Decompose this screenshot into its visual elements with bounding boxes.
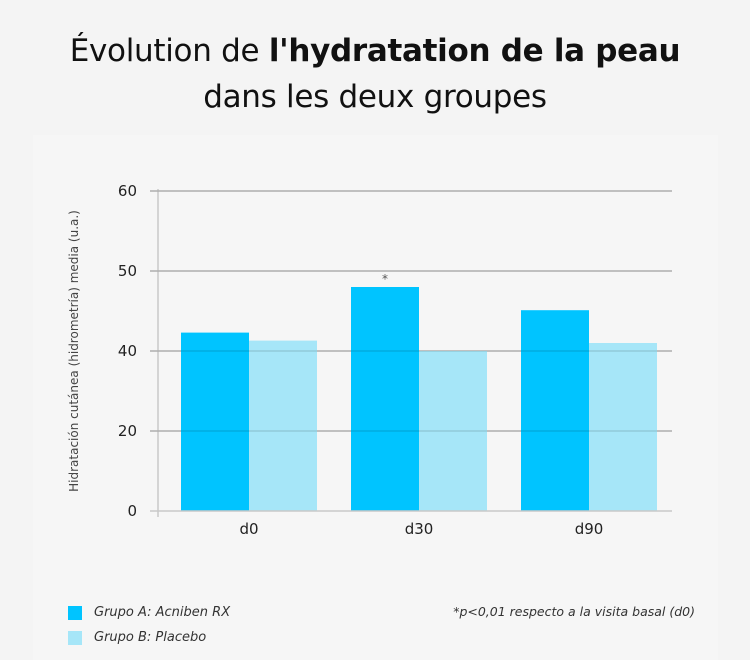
y-tick-label: 0 (127, 502, 137, 520)
legend-label-group-b: Grupo B: Placebo (94, 630, 207, 645)
bar-group-b-d0 (249, 340, 317, 511)
y-tick-label: 60 (118, 182, 137, 200)
title-part-bold: l'hydratation de la peau (268, 33, 681, 69)
title-part-regular: Évolution de (69, 33, 269, 69)
significance-footnote: *p<0,01 respecto a la visita basal (d0) (453, 604, 695, 619)
bars (181, 287, 657, 511)
legend-label-group-a: Grupo A: Acniben RX (94, 605, 231, 620)
x-tick-label: d90 (575, 520, 604, 538)
chart-title: Évolution de l'hydratation de la peau da… (0, 28, 750, 120)
bar-group-b-d30 (419, 351, 487, 511)
title-line-2: dans les deux groupes (203, 79, 547, 115)
legend-swatch-group-b (68, 630, 82, 645)
x-tick-label: d0 (239, 520, 258, 538)
annotations: * (382, 272, 388, 286)
y-tick-label: 40 (118, 342, 137, 360)
bar-group-a-d30 (351, 287, 419, 511)
legend-item-group-b: Grupo B: Placebo (68, 625, 230, 650)
y-tick-label: 20 (118, 422, 137, 440)
significance-marker: * (382, 272, 388, 286)
y-tick-label: 50 (118, 262, 137, 280)
x-tick-labels: d0 d30 d90 (239, 520, 603, 538)
x-tick-label: d30 (405, 520, 434, 538)
bar-group-b-d90 (589, 343, 657, 511)
legend: Grupo A: Acniben RX Grupo B: Placebo (68, 600, 230, 650)
legend-swatch-group-a (68, 605, 82, 620)
legend-item-group-a: Grupo A: Acniben RX (68, 600, 230, 625)
title-line-1: Évolution de l'hydratation de la peau (0, 28, 750, 74)
bar-group-a-d0 (181, 332, 249, 511)
bar-group-a-d90 (521, 310, 589, 511)
y-tick-labels: 0 20 40 50 60 (118, 182, 137, 520)
y-axis-label: Hidratación cutánea (hidrometría) media … (67, 210, 81, 492)
axes (150, 189, 672, 517)
